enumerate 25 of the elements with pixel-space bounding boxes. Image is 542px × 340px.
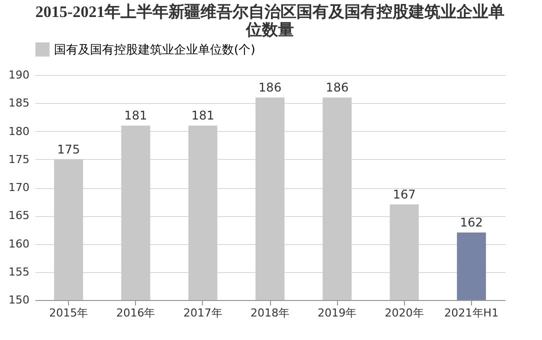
y-tick-label: 190 [8, 68, 30, 82]
data-label: 186 [258, 80, 282, 94]
x-tick-label: 2015年 [49, 306, 88, 320]
y-tick-label: 155 [8, 265, 30, 278]
x-tick-label: 2020年 [384, 306, 424, 320]
x-tick-label: 2018年 [250, 306, 290, 320]
data-label: 181 [191, 108, 214, 123]
x-tick-label: 2017年 [183, 306, 222, 320]
x-tick-label: 2016年 [116, 306, 156, 320]
y-tick-label: 165 [8, 209, 30, 222]
y-tick-label: 175 [8, 152, 30, 166]
data-label: 162 [460, 216, 483, 230]
data-label: 186 [326, 80, 349, 94]
legend-label: 国有及国有控股建筑业企业单位数(个) [54, 42, 256, 56]
x-tick-label: 2021年H1 [444, 306, 499, 320]
data-label: 181 [124, 108, 148, 123]
data-label: 175 [57, 142, 80, 156]
y-tick-label: 150 [8, 294, 30, 306]
y-tick-label: 185 [8, 96, 30, 110]
y-tick-label: 160 [8, 237, 30, 250]
x-tick-label: 2019年 [318, 306, 357, 320]
data-label: 167 [392, 187, 416, 202]
chart-title: 2015-2021年上半年新疆维吾尔自治区国有及国有控股建筑业企业单位数量 [35, 3, 505, 39]
y-tick-label: 180 [8, 124, 30, 138]
y-tick-label: 170 [8, 181, 30, 194]
